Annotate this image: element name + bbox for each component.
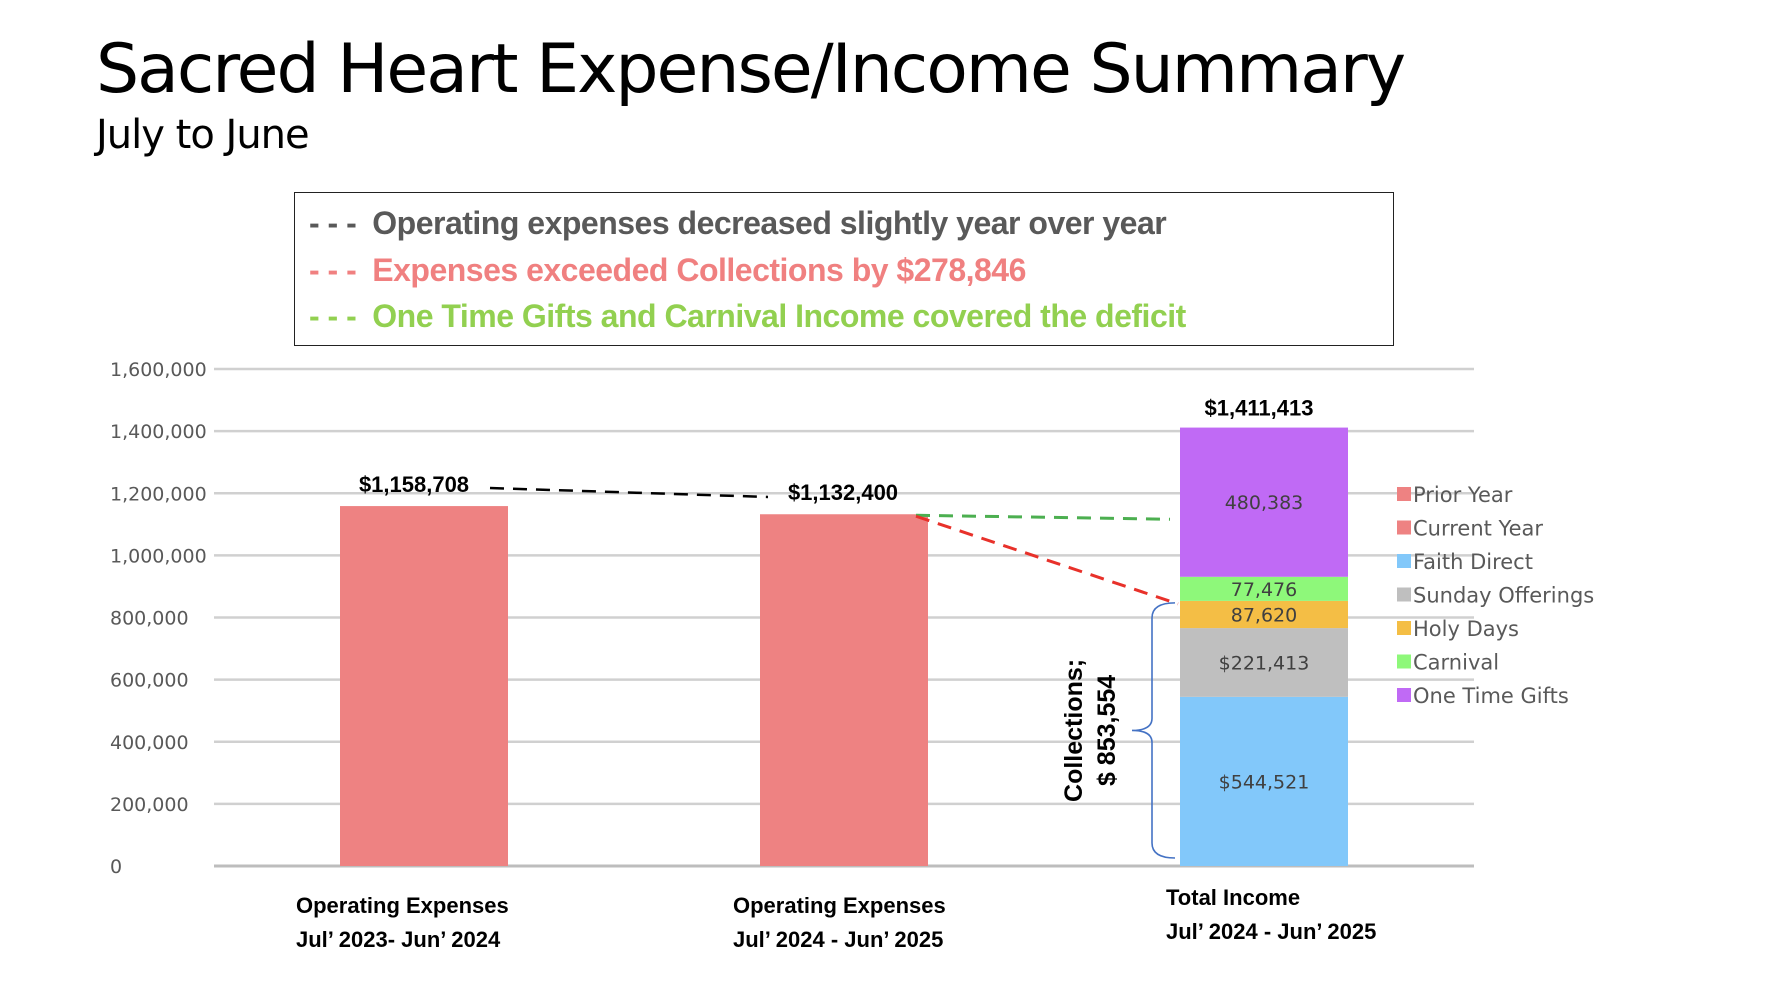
legend-label: Faith Direct: [1413, 550, 1533, 574]
legend-swatch: [1397, 688, 1411, 702]
y-tick-label: 200,000: [110, 794, 189, 816]
bar-segment-current-year: [760, 514, 928, 866]
collections-label: Collections; $ 853,554: [1060, 659, 1121, 802]
y-tick-label: 1,600,000: [110, 359, 207, 381]
legend-label: Prior Year: [1413, 483, 1513, 507]
bar-segment-sunday-offerings: [1180, 628, 1348, 697]
legend-swatch: [1397, 520, 1411, 535]
total-label: $1,411,413: [1205, 396, 1314, 421]
x-axis-label-line2: Jul’ 2024 - Jun’ 2025: [1166, 919, 1376, 944]
x-axis-label-line2: Jul’ 2024 - Jun’ 2025: [733, 927, 943, 952]
segment-label: $221,413: [1219, 652, 1310, 674]
deficit-dashed-line: [915, 514, 1179, 606]
legend-swatch: [1397, 654, 1411, 669]
legend-label: Current Year: [1413, 517, 1543, 541]
legend-swatch: [1397, 587, 1411, 602]
segment-labels: $544,521 $221,413 87,620 77,476 480,383: [1219, 492, 1310, 793]
legend-swatch: [1397, 487, 1411, 501]
legend-label: One Time Gifts: [1413, 684, 1569, 708]
legend-swatch: [1397, 621, 1411, 635]
total-label: $1,158,708: [359, 472, 469, 497]
note-expenses-exceeded: - - - Expenses exceeded Collections by $2…: [309, 252, 1026, 289]
covered-dashed-line: [915, 513, 1171, 521]
legend-swatch: [1397, 554, 1411, 568]
y-tick-label: 800,000: [110, 608, 189, 630]
collections-label-line2: $ 853,554: [1093, 675, 1121, 786]
segment-label: 480,383: [1225, 492, 1304, 514]
legend: Prior Year Current Year Faith Direct Sunday…: [1397, 483, 1594, 708]
segment-label: $544,521: [1219, 771, 1310, 793]
legend-label: Sunday Offerings: [1413, 584, 1594, 608]
collections-brace: [1131, 602, 1176, 859]
bar-segment-faith-direct: [1180, 696, 1348, 866]
legend-label: Carnival: [1413, 651, 1499, 675]
note-text: One Time Gifts and Carnival Income cover…: [372, 298, 1186, 334]
total-labels: $1,158,708 $1,132,400 $1,411,413: [359, 396, 1314, 506]
x-axis-label-line2: Jul’ 2023- Jun’ 2024: [296, 927, 501, 952]
y-tick-label: 600,000: [110, 670, 189, 692]
dash-marker: - - -: [309, 298, 357, 334]
trend-dashed-line: [489, 486, 769, 499]
total-label: $1,132,400: [788, 480, 898, 505]
segment-label: 87,620: [1231, 604, 1297, 626]
y-tick-label: 1,200,000: [110, 483, 207, 505]
note-text: Operating expenses decreased slightly ye…: [372, 205, 1167, 241]
page-title: Sacred Heart Expense/Income Summary: [96, 30, 1406, 109]
bar-segment-one-time-gifts: [1180, 427, 1348, 577]
x-axis-label-line1: Operating Expenses: [733, 893, 946, 918]
y-tick-label: 400,000: [110, 732, 189, 754]
dash-marker: - - -: [309, 252, 357, 288]
bar-segment-holy-days: [1180, 600, 1348, 629]
x-axis-label-line1: Operating Expenses: [296, 893, 509, 918]
dash-marker: - - -: [309, 205, 357, 241]
segment-label: 77,476: [1231, 579, 1297, 601]
y-tick-label: 1,000,000: [110, 545, 207, 567]
bar-segment-carnival: [1180, 576, 1348, 601]
note-text: Expenses exceeded Collections by $278,84…: [372, 252, 1026, 288]
x-axis-label-line1: Total Income: [1166, 885, 1300, 910]
page-subtitle: July to June: [96, 112, 310, 158]
annotations: Collections; $ 853,554: [489, 486, 1179, 859]
notes-box: - - - Operating expenses decreased slight…: [294, 192, 1394, 346]
note-deficit-covered: - - - One Time Gifts and Carnival Income …: [309, 298, 1186, 335]
note-expenses-decreased: - - - Operating expenses decreased slight…: [309, 205, 1167, 242]
x-axis-labels: Operating Expenses Jul’ 2023- Jun’ 2024 Op…: [296, 885, 1376, 952]
collections-label-line1: Collections;: [1060, 659, 1088, 802]
bar-segment-prior-year: [340, 506, 508, 866]
y-tick-label: 1,400,000: [110, 421, 207, 443]
y-axis-tick-labels: 0 200,000 400,000 600,000 800,000 1,000,000 1,…: [110, 359, 207, 878]
legend-label: Holy Days: [1413, 617, 1519, 641]
bars: [340, 427, 1348, 866]
y-tick-label: 0: [110, 856, 122, 878]
